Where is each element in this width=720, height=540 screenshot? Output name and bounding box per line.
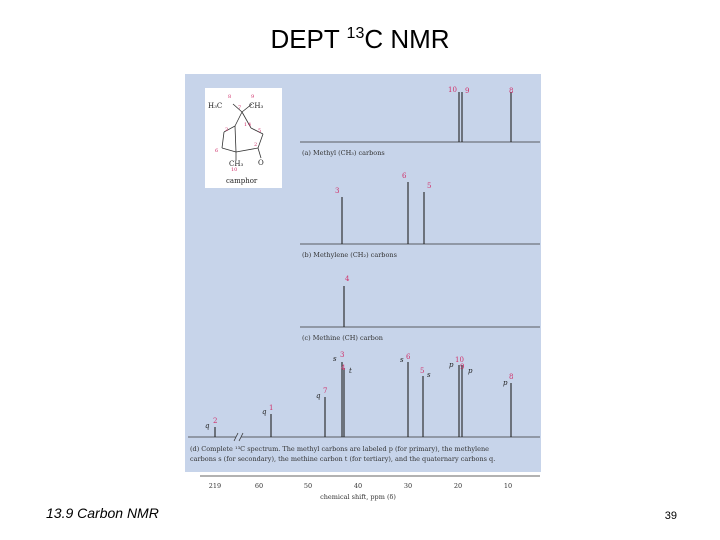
peak-label: 10 [455, 356, 464, 364]
atom-number: 2 [254, 142, 257, 148]
atom-number: 8 [228, 94, 231, 100]
spectrum-caption: (c) Methine (CH) carbon [302, 334, 383, 342]
peak-label: 6 [406, 353, 411, 361]
title-text: DEPT [270, 24, 346, 54]
spectrum-a: 10 9 8 (a) Methyl (CH₃) carbons [300, 86, 540, 157]
structure-label: CH₃ [249, 102, 263, 110]
peak-label: 1 [269, 404, 273, 412]
structure-caption: camphor [226, 177, 258, 185]
peak-label: 3 [340, 351, 344, 359]
axis-tick-label: 30 [404, 482, 412, 490]
slide-title: DEPT 13C NMR [270, 24, 449, 54]
axis-tick-label: 219 [209, 482, 221, 490]
peak-label: 8 [509, 87, 513, 95]
peak-label: s [427, 371, 431, 379]
structure-label: O [258, 159, 264, 167]
atom-number: 1 [244, 122, 247, 128]
spectrum-caption: (d) Complete ¹³C spectrum. The methyl ca… [190, 445, 489, 453]
title-superscript: 13 [347, 25, 365, 42]
atom-number: 9 [251, 94, 254, 100]
peak-label: 4 [341, 364, 346, 372]
axis-tick-label: 40 [354, 482, 362, 490]
title-text: C NMR [364, 24, 449, 54]
atom-number: 6 [215, 148, 218, 154]
peak-label: 2 [213, 417, 217, 425]
atom-number: 5 [258, 128, 261, 134]
peak-label: 8 [509, 373, 513, 381]
peak-label: s [333, 355, 337, 363]
peak-label: 3 [335, 187, 339, 195]
spectrum-caption: (b) Methylene (CH₂) carbons [302, 251, 397, 259]
atom-number: 10 [231, 167, 237, 173]
atom-number: 7 [238, 105, 241, 111]
axis-tick-label: 50 [304, 482, 312, 490]
peak-label: 10 [448, 86, 457, 94]
axis-tick-label: 20 [454, 482, 462, 490]
peak-label: 6 [402, 172, 407, 180]
spectrum-d: q 2 q 1 q 7 s 3 4 t s 6 5 s p 10 9 p p 8… [188, 351, 540, 463]
peak-label: q [205, 422, 210, 430]
peak-label: 5 [420, 367, 424, 375]
spectrum-b: 3 6 5 (b) Methylene (CH₂) carbons [300, 172, 540, 259]
page-number: 39 [665, 510, 677, 522]
atom-number: 4 [248, 122, 251, 128]
peak-label: q [262, 408, 267, 416]
peak-label: 5 [427, 182, 431, 190]
peak-label: t [349, 367, 352, 375]
peak-label: 7 [323, 387, 327, 395]
axis-tick-label: 10 [504, 482, 512, 490]
structure: H₃C CH₃ CH₃ O camphor 8 9 7 1 2 3 4 5 6 … [205, 88, 282, 188]
peak-label: p [468, 367, 473, 375]
peak-label: p [449, 361, 454, 369]
peak-label: p [503, 379, 508, 387]
structure-box [205, 88, 282, 188]
peak-label: q [316, 392, 321, 400]
peak-label: 9 [460, 363, 464, 371]
spectrum-caption: carbons s (for secondary), the methine c… [190, 455, 495, 463]
axis-tick-label: 60 [255, 482, 263, 490]
structure-label: CH₃ [229, 160, 243, 168]
shift-axis: 219 60 50 40 30 20 10 chemical shift, pp… [200, 475, 540, 501]
atom-number: 3 [225, 127, 228, 133]
axis-title: chemical shift, ppm (δ) [320, 493, 396, 501]
structure-label: H₃C [208, 102, 222, 110]
peak-label: 9 [465, 87, 469, 95]
footer-section: 13.9 Carbon NMR [46, 505, 159, 521]
spectrum-caption: (a) Methyl (CH₃) carbons [302, 149, 385, 157]
peak-label: 4 [345, 275, 350, 283]
peak-label: s [400, 356, 404, 364]
spectrum-c: 4 (c) Methine (CH) carbon [300, 275, 540, 342]
